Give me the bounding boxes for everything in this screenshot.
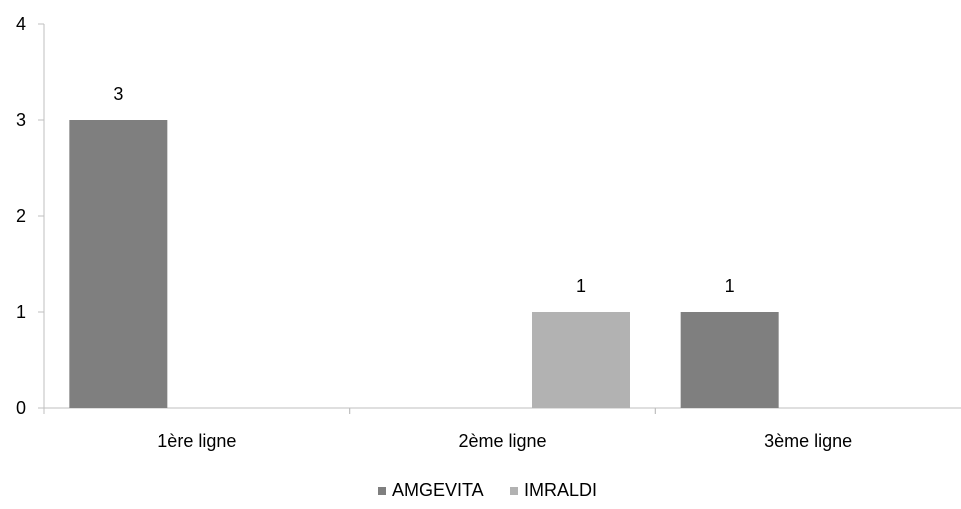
y-tick-label: 1: [16, 302, 26, 322]
legend-swatch: [510, 487, 518, 495]
y-tick-label: 0: [16, 398, 26, 418]
axes: 0 1 2 3 4: [16, 14, 961, 418]
bar-amgevita-3: [680, 312, 779, 408]
labels: 1ère ligne 2ème ligne 3ème ligne 3 1 1: [113, 84, 852, 451]
legend-label: IMRALDI: [524, 480, 597, 500]
legend: AMGEVITA IMRALDI: [378, 480, 597, 500]
x-category-label: 2ème ligne: [458, 431, 546, 451]
legend-swatch: [378, 487, 386, 495]
x-category-label: 3ème ligne: [764, 431, 852, 451]
x-category-label: 1ère ligne: [157, 431, 236, 451]
legend-label: AMGEVITA: [392, 480, 484, 500]
legend-item-imraldi: IMRALDI: [510, 480, 597, 500]
legend-item-amgevita: AMGEVITA: [378, 480, 484, 500]
data-label: 1: [576, 276, 586, 296]
y-tick-label: 4: [16, 14, 26, 34]
bar-amgevita-1: [69, 120, 168, 408]
y-tick-label: 2: [16, 206, 26, 226]
y-tick-label: 3: [16, 110, 26, 130]
data-label: 1: [725, 276, 735, 296]
data-label: 3: [113, 84, 123, 104]
bar-imraldi-2: [532, 312, 630, 408]
bars: [69, 120, 779, 408]
